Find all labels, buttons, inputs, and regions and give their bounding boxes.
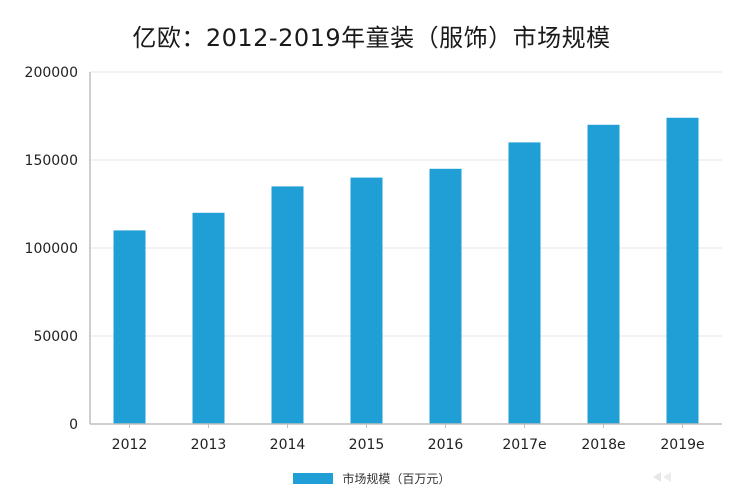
bars: [113, 117, 699, 425]
bar-2019e: [666, 117, 699, 424]
x-axis-ticks: 2012 2013 2014 2015 2016 2017e 2018e 2019e: [112, 424, 705, 453]
bar-2015: [350, 177, 383, 424]
x-tick-label: 2017e: [502, 437, 546, 453]
legend: 市场规模（百万元）: [0, 470, 743, 487]
legend-swatch: [292, 473, 333, 484]
y-tick-label: 100000: [25, 241, 78, 257]
chart-title: 亿欧：2012-2019年童装（服饰）市场规模: [132, 24, 611, 52]
x-tick-label: 2019e: [660, 437, 704, 453]
bar-2013: [192, 212, 225, 424]
y-tick-label: 200000: [25, 65, 78, 81]
bar-2012: [113, 230, 146, 424]
x-tick-label: 2016: [428, 437, 464, 453]
bar-2016: [429, 168, 462, 424]
x-tick-label: 2014: [270, 437, 306, 453]
y-tick-label: 150000: [25, 153, 78, 169]
legend-label: 市场规模（百万元）: [342, 472, 451, 486]
x-tick-label: 2013: [191, 437, 227, 453]
bar-2017e: [508, 142, 541, 424]
y-tick-label: 50000: [33, 329, 78, 345]
bar-2014: [271, 186, 304, 424]
bar-2018e: [587, 124, 620, 425]
axes: [89, 72, 722, 425]
x-tick-label: 2018e: [581, 437, 625, 453]
x-tick-label: 2015: [349, 437, 385, 453]
y-tick-label: 0: [69, 417, 78, 433]
logo-watermark: [653, 472, 671, 482]
gridlines: [90, 71, 722, 337]
x-tick-label: 2012: [112, 437, 148, 453]
y-axis-ticks: 0 50000 100000 150000 200000: [25, 65, 78, 433]
